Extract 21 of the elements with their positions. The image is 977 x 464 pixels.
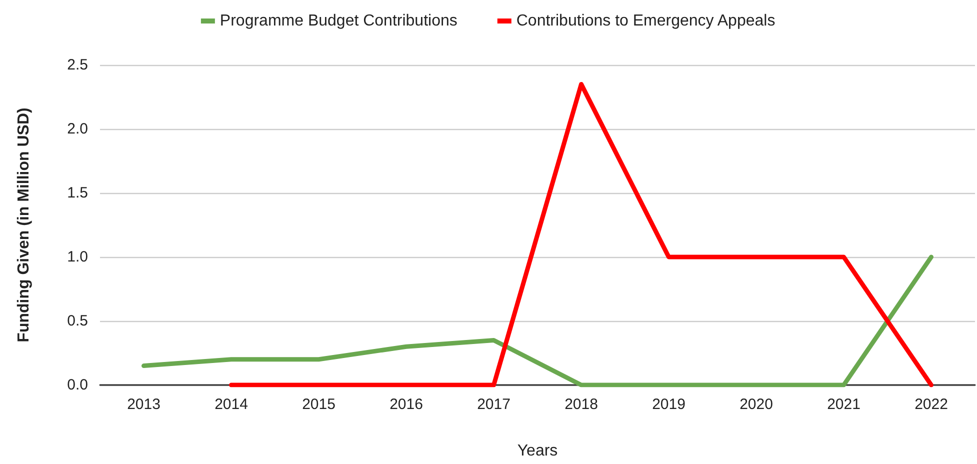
y-tick-label: 0.5: [67, 312, 88, 330]
line-series: [142, 254, 934, 388]
y-tick-label: 2.5: [67, 56, 88, 74]
x-tick-label: 2021: [827, 396, 860, 413]
x-tick-label: 2014: [214, 396, 248, 413]
y-axis-title: Funding Given (in Million USD): [16, 108, 32, 342]
x-tick-label: 2020: [740, 396, 773, 413]
x-tick-label: 2013: [127, 396, 160, 413]
y-tick-label: 2.0: [67, 120, 88, 138]
x-tick-label: 2022: [914, 396, 948, 413]
x-tick-label: 2016: [390, 396, 423, 413]
x-tick-label: 2019: [652, 396, 686, 413]
legend-label: Programme Budget Contributions: [220, 12, 458, 30]
y-tick-label: 1.5: [67, 184, 88, 202]
y-tick-label: 1.0: [67, 248, 88, 266]
x-tick-label: 2018: [564, 396, 598, 413]
x-tick-label: 2017: [477, 396, 510, 413]
x-tick-label: 2015: [302, 396, 336, 413]
x-axis-title: Years: [517, 442, 558, 460]
y-tick-label: 0.0: [67, 376, 88, 394]
legend-label: Contributions to Emergency Appeals: [516, 12, 776, 30]
